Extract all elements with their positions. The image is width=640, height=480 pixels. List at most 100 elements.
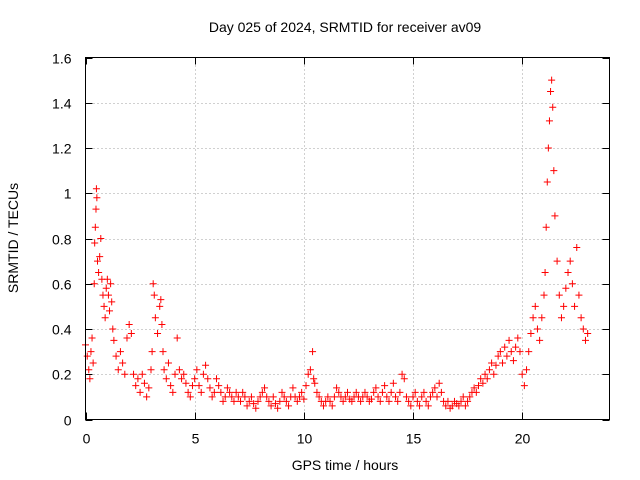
data-point (276, 397, 284, 405)
y-tick-label: 0.6 (52, 277, 72, 293)
data-point (555, 291, 563, 299)
data-point (516, 348, 524, 356)
data-point (470, 384, 478, 392)
chart-title: Day 025 of 2024, SRMTID for receiver av0… (209, 19, 482, 35)
data-point (143, 393, 151, 401)
data-point (420, 388, 428, 396)
data-point (315, 393, 323, 401)
data-point (437, 388, 445, 396)
data-point (123, 334, 131, 342)
data-point (263, 393, 271, 401)
data-point (328, 402, 336, 410)
data-point (381, 382, 389, 390)
data-point (490, 370, 498, 378)
data-point (100, 302, 108, 310)
data-point (548, 76, 556, 84)
data-point (488, 359, 496, 367)
data-point (313, 388, 321, 396)
data-point (213, 375, 220, 383)
x-tick-label: 20 (515, 431, 531, 447)
data-point (564, 268, 572, 276)
data-point (175, 366, 183, 374)
axis-ticks: 0 0.2 0.4 0.6 0.8 1 1.2 1.4 1.6 0 5 10 15 20 (52, 51, 610, 447)
data-point (523, 366, 531, 374)
data-point (571, 302, 579, 310)
data-point (254, 397, 262, 405)
data-point (167, 382, 175, 390)
data-point (547, 87, 555, 95)
data-point (96, 253, 104, 261)
data-point (418, 393, 426, 401)
data-point (298, 388, 306, 396)
data-point (94, 257, 102, 265)
y-tick-label: 0.2 (52, 367, 72, 383)
data-point (550, 167, 558, 175)
data-point (422, 397, 430, 405)
data-point (435, 379, 443, 387)
data-point (85, 366, 93, 374)
data-point (116, 348, 124, 356)
data-point (344, 388, 351, 396)
data-point (282, 397, 290, 405)
data-point (348, 397, 356, 405)
data-point (398, 370, 406, 378)
data-point (542, 223, 550, 231)
data-point (178, 375, 186, 383)
data-point (265, 397, 273, 405)
data-point (475, 382, 482, 390)
data-point (370, 388, 378, 396)
data-point (188, 382, 196, 390)
data-point (442, 402, 450, 410)
data-point (341, 393, 349, 401)
data-point (195, 382, 203, 390)
data-point (494, 352, 502, 360)
data-point (566, 257, 574, 265)
data-point (472, 388, 480, 396)
data-point (127, 330, 135, 338)
data-point (363, 393, 371, 401)
data-point (230, 397, 238, 405)
data-point (169, 388, 177, 396)
data-point (92, 185, 100, 193)
data-point (531, 302, 539, 310)
data-point (162, 375, 170, 383)
data-point (202, 361, 210, 369)
data-point (156, 302, 164, 310)
data-point (433, 393, 441, 401)
data-point (376, 397, 384, 405)
data-point (219, 397, 227, 405)
data-point (309, 348, 317, 356)
data-point (132, 382, 140, 390)
data-point (247, 393, 255, 401)
data-point (215, 382, 223, 390)
data-point (429, 388, 437, 396)
data-point (154, 330, 162, 338)
data-point (110, 336, 118, 344)
data-point (86, 375, 94, 383)
data-point (258, 388, 266, 396)
data-point (361, 388, 369, 396)
data-point (536, 336, 544, 344)
data-point (87, 348, 95, 356)
data-point (387, 388, 395, 396)
data-point (545, 117, 553, 125)
data-point (577, 314, 585, 322)
data-point (319, 402, 327, 410)
data-point (206, 384, 214, 392)
data-point (83, 352, 91, 360)
data-point (145, 384, 153, 392)
data-point (226, 388, 234, 396)
data-point (543, 178, 551, 186)
y-tick-label: 1.6 (52, 51, 72, 67)
data-point (104, 291, 112, 299)
data-point (584, 330, 592, 338)
data-point (204, 375, 212, 383)
data-point (95, 268, 103, 276)
data-point (352, 388, 360, 396)
data-point (378, 388, 386, 396)
data-point (149, 280, 157, 288)
data-point (411, 388, 419, 396)
data-point (581, 336, 589, 344)
data-point (330, 393, 338, 401)
data-point (400, 375, 408, 383)
